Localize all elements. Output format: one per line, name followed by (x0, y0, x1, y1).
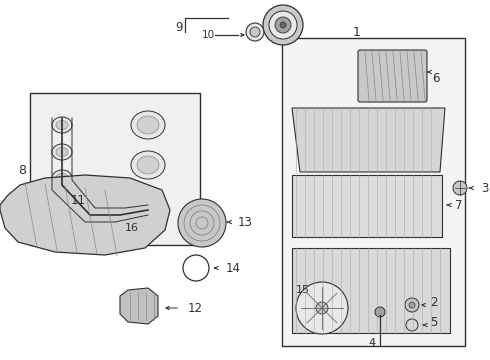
Ellipse shape (137, 116, 159, 134)
Text: 15: 15 (296, 285, 310, 295)
Polygon shape (292, 108, 445, 172)
Text: 4: 4 (368, 338, 375, 348)
Circle shape (269, 11, 297, 39)
Ellipse shape (52, 117, 72, 133)
Ellipse shape (56, 121, 68, 130)
Bar (282, 38, 465, 346)
Circle shape (316, 302, 328, 314)
Ellipse shape (131, 191, 165, 219)
Circle shape (178, 199, 226, 247)
Text: 11: 11 (71, 194, 85, 207)
Polygon shape (0, 175, 170, 255)
Bar (292, 175, 442, 237)
Ellipse shape (137, 196, 159, 214)
Text: 5: 5 (430, 315, 438, 328)
Bar (292, 248, 450, 333)
Text: 2: 2 (430, 296, 438, 309)
Circle shape (246, 23, 264, 41)
Ellipse shape (52, 170, 72, 186)
Ellipse shape (56, 148, 68, 157)
Circle shape (375, 307, 385, 317)
Text: 13: 13 (238, 216, 253, 229)
Circle shape (296, 282, 348, 334)
Bar (30, 93, 200, 245)
Ellipse shape (131, 151, 165, 179)
Circle shape (263, 5, 303, 45)
Text: 3: 3 (481, 181, 489, 194)
Text: 16: 16 (125, 223, 139, 233)
Text: 10: 10 (202, 30, 215, 40)
Text: 14: 14 (226, 261, 241, 274)
Text: 1: 1 (353, 26, 361, 39)
Ellipse shape (131, 111, 165, 139)
Text: 12: 12 (188, 302, 203, 315)
Circle shape (453, 181, 467, 195)
Text: 7: 7 (455, 198, 463, 212)
Circle shape (275, 17, 291, 33)
Circle shape (409, 302, 415, 308)
Circle shape (405, 298, 419, 312)
Polygon shape (120, 288, 158, 324)
Text: 9: 9 (175, 21, 183, 33)
Circle shape (250, 27, 260, 37)
Text: 8: 8 (18, 163, 26, 176)
FancyBboxPatch shape (358, 50, 427, 102)
Ellipse shape (56, 174, 68, 183)
Ellipse shape (137, 156, 159, 174)
Ellipse shape (52, 144, 72, 160)
Circle shape (280, 22, 286, 28)
Text: 6: 6 (432, 72, 440, 85)
